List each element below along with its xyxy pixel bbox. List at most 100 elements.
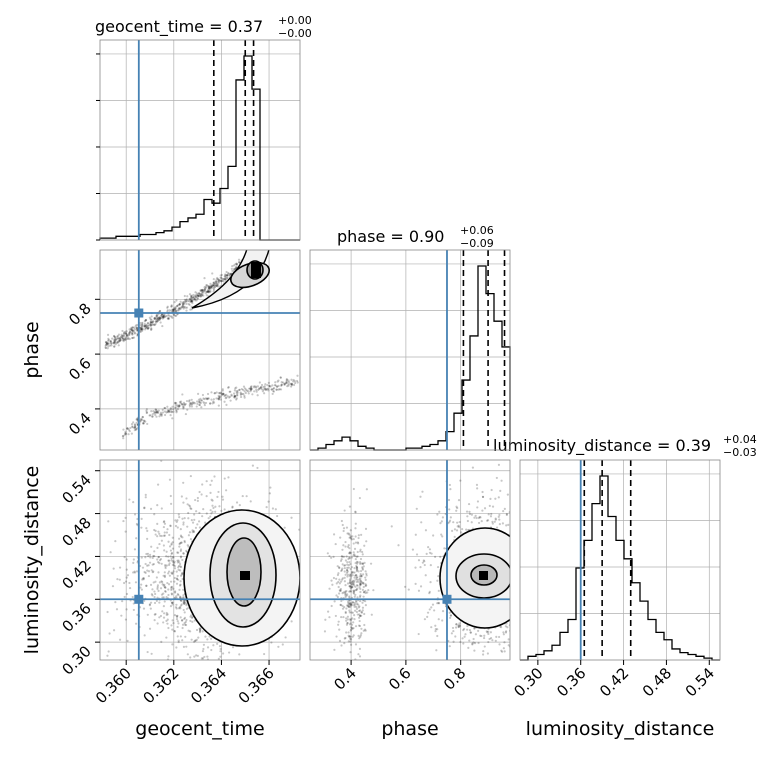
scatter-point [179, 616, 182, 619]
scatter-point [162, 621, 165, 624]
scatter-point [272, 390, 275, 393]
scatter-point [203, 289, 206, 292]
scatter-point [539, 564, 541, 566]
scatter-point [181, 558, 184, 562]
scatter-point [243, 387, 247, 390]
scatter-point [276, 385, 279, 388]
scatter-point [130, 326, 133, 329]
scatter-point [195, 292, 198, 295]
scatter-point [157, 561, 160, 564]
scatter-point [414, 582, 417, 585]
scatter-point [194, 299, 197, 302]
scatter-point [354, 585, 357, 588]
scatter-point [167, 317, 170, 321]
scatter-point [202, 294, 205, 297]
scatter-point [337, 572, 340, 575]
scatter-point [184, 402, 187, 406]
scatter-point [513, 618, 515, 620]
scatter-point [186, 408, 189, 411]
scatter-point [350, 556, 354, 559]
scatter-point [350, 586, 353, 589]
scatter-point [473, 649, 476, 652]
scatter-point [183, 600, 186, 604]
scatter-point [212, 282, 215, 285]
scatter-point [497, 463, 501, 466]
scatter-point [152, 554, 155, 558]
scatter-point [351, 617, 354, 620]
scatter-point [163, 413, 167, 417]
scatter-point [196, 402, 199, 405]
scatter-point [192, 293, 195, 297]
scatter-point [167, 588, 170, 591]
scatter-point [223, 508, 226, 511]
scatter-point [163, 549, 166, 552]
scatter-point [354, 557, 357, 561]
scatter-point [114, 343, 117, 346]
scatter-point [343, 576, 346, 579]
scatter-point [176, 620, 179, 623]
scatter-point [122, 334, 126, 338]
scatter-point [231, 505, 234, 508]
scatter-point [168, 410, 171, 414]
scatter-point [145, 409, 148, 412]
scatter-point [179, 574, 183, 577]
scatter-point [172, 587, 175, 590]
scatter-point [352, 581, 356, 584]
scatter-point [411, 548, 415, 551]
scatter-point [178, 545, 181, 548]
scatter-point [173, 565, 176, 568]
scatter-point [504, 631, 508, 634]
scatter-point [130, 423, 134, 426]
scatter-point [159, 558, 163, 561]
scatter-point [534, 633, 536, 635]
scatter-point [449, 616, 452, 619]
scatter-point [480, 520, 483, 523]
scatter-point [146, 321, 150, 325]
scatter-point [133, 423, 136, 426]
scatter-point [216, 285, 219, 288]
scatter-point [517, 547, 519, 549]
scatter-point [522, 575, 524, 577]
scatter-point [503, 641, 506, 644]
hist-panel-phase [309, 249, 511, 451]
scatter-point [208, 287, 211, 290]
scatter-point [179, 548, 183, 551]
scatter-point [271, 392, 274, 395]
scatter-point [200, 399, 203, 402]
scatter-point [348, 603, 351, 606]
scatter-point [439, 522, 442, 525]
scatter-point [344, 584, 347, 587]
scatter-point [141, 422, 145, 425]
scatter-point [171, 572, 174, 576]
scatter-point [175, 618, 179, 621]
scatter-point [153, 323, 156, 327]
scatter-point [114, 601, 117, 604]
scatter-point [218, 392, 222, 395]
scatter-point [352, 487, 355, 491]
scatter-point [210, 391, 213, 394]
scatter-point [507, 638, 510, 641]
scatter-point [235, 262, 238, 265]
scatter-point [349, 629, 352, 632]
scatter-point [318, 633, 320, 635]
scatter-point [338, 566, 341, 569]
xtick-label: 0.364 [187, 664, 230, 707]
scatter-point [217, 280, 221, 283]
scatter-point [121, 329, 124, 333]
scatter-point [156, 320, 159, 324]
scatter-point [170, 592, 173, 595]
scatter-point [147, 570, 151, 573]
scatter-point [152, 562, 155, 566]
scatter-point [135, 326, 139, 329]
scatter-point [154, 320, 157, 323]
scatter-point [346, 563, 349, 566]
scatter-point [115, 608, 119, 611]
scatter-point [215, 284, 218, 287]
scatter-point [258, 381, 261, 384]
scatter-point [200, 294, 203, 297]
scatter-point [524, 598, 526, 600]
scatter-point [494, 497, 497, 500]
scatter-point [199, 289, 202, 293]
scatter-point [163, 575, 167, 579]
scatter-point [190, 300, 193, 303]
